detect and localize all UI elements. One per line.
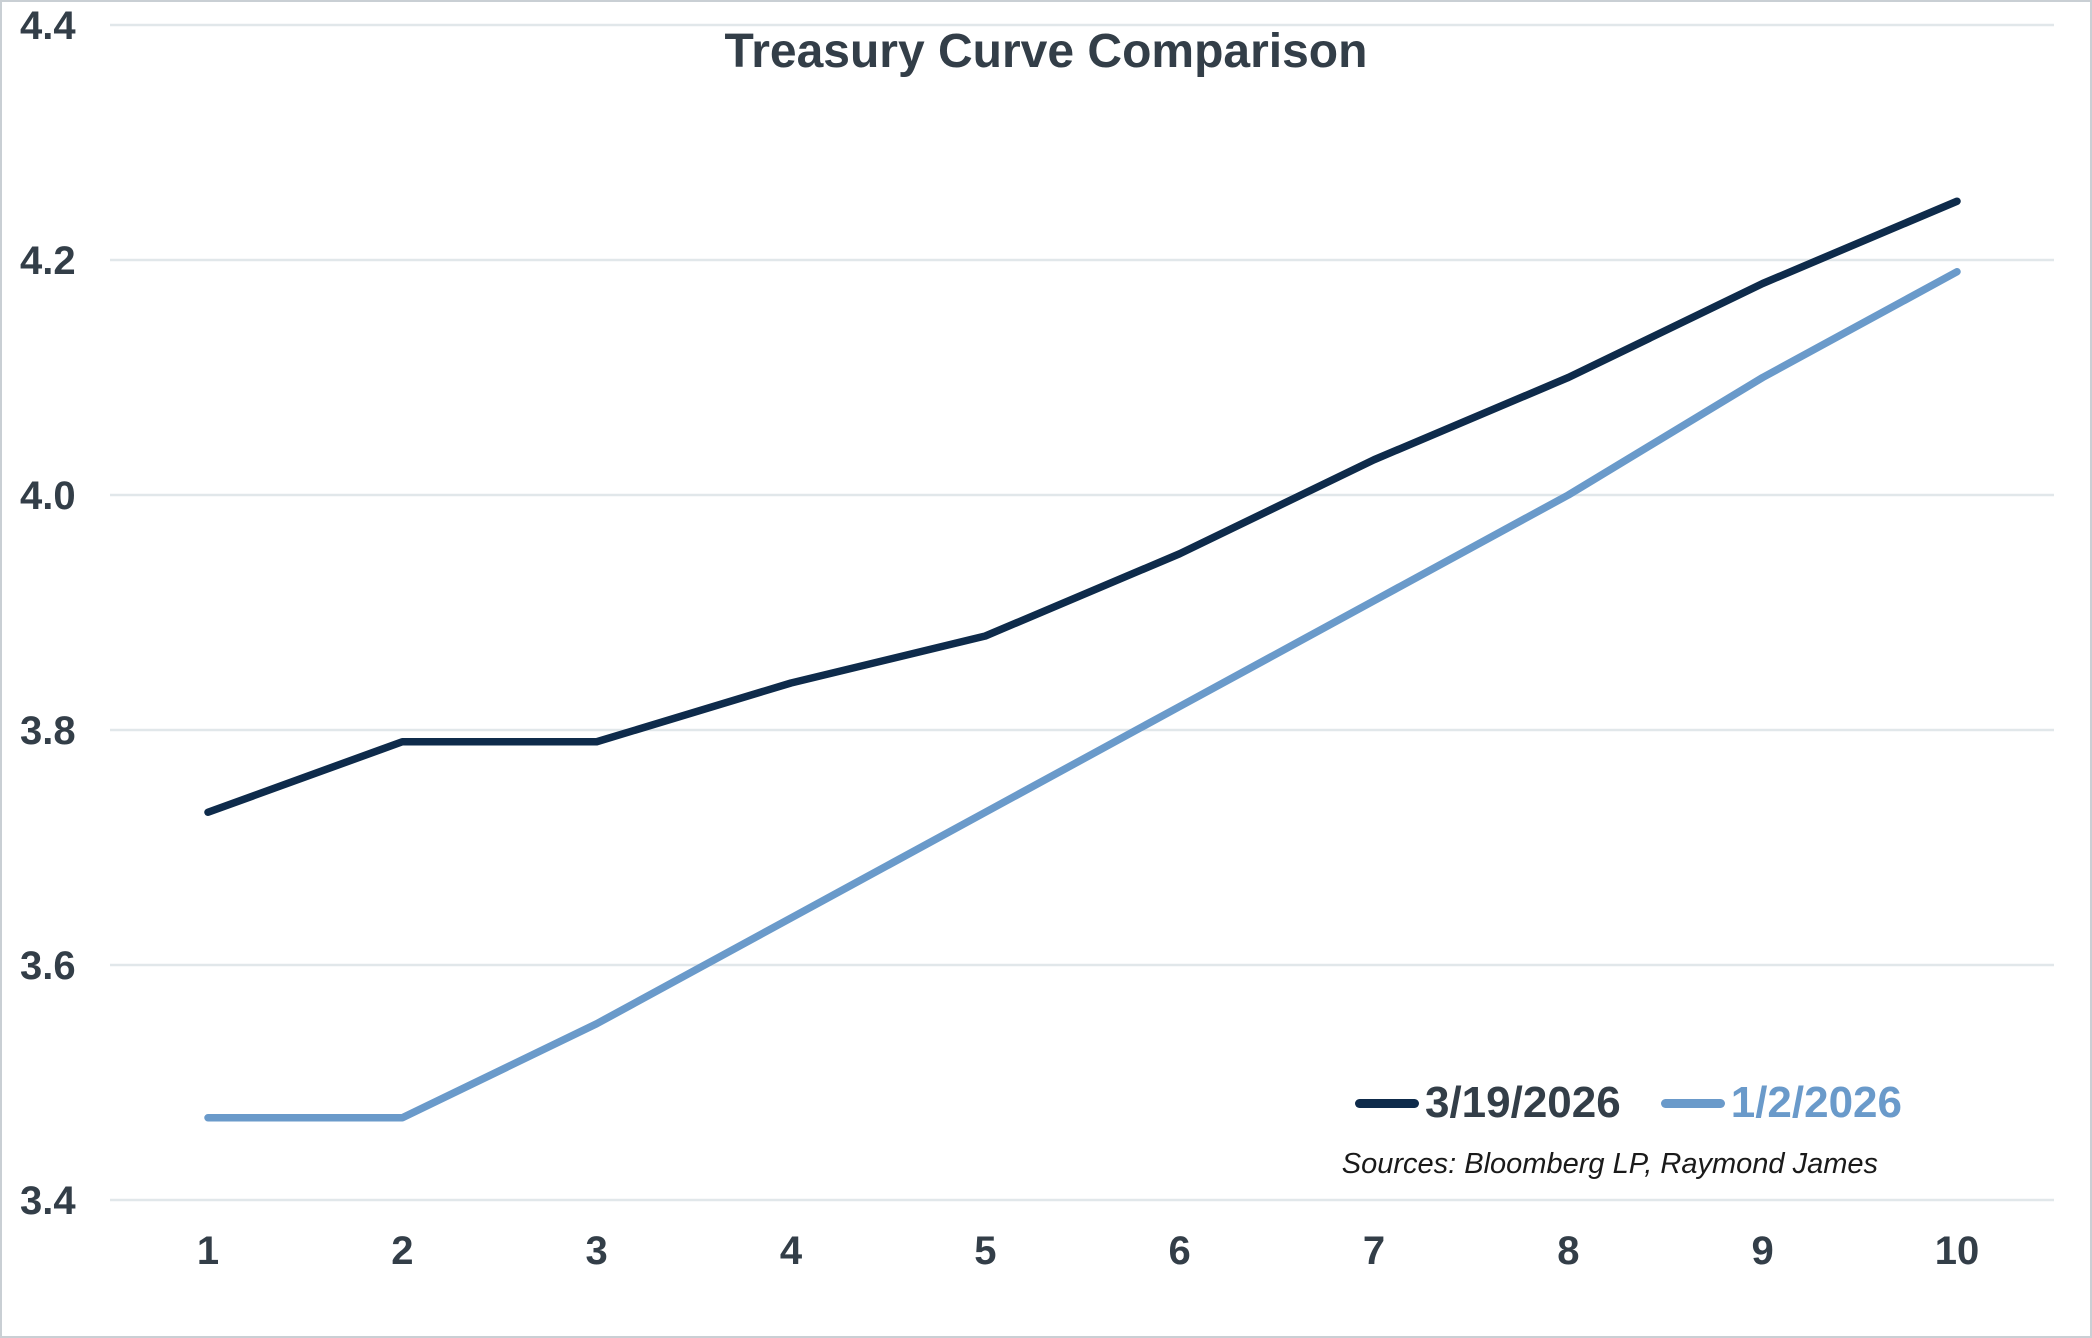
x-axis-tick-label: 2: [391, 1229, 413, 1273]
legend-line-swatch-icon: [1354, 1098, 1419, 1108]
y-axis-tick-label: 4.4: [20, 4, 76, 48]
y-axis-tick-label: 3.6: [20, 944, 76, 988]
legend-label-series-1: 3/19/2026: [1424, 1078, 1621, 1127]
series-line-2: [204, 268, 1961, 1122]
x-axis-tick-label: 8: [1557, 1229, 1579, 1273]
legend-line-swatch-icon: [1660, 1098, 1725, 1108]
x-axis-tick-label: 6: [1169, 1229, 1191, 1273]
x-axis-tick-label: 10: [1935, 1229, 1980, 1273]
x-axis-tick-label: 4: [780, 1229, 803, 1273]
legend-label-series-2: 1/2/2026: [1730, 1078, 1902, 1127]
x-axis-tick-label: 9: [1752, 1229, 1774, 1273]
chart-legend: 3/19/2026 1/2/2026: [1354, 1078, 1902, 1128]
x-axis-tick-label: 3: [586, 1229, 608, 1273]
y-axis-tick-label: 4.2: [20, 239, 76, 283]
source-note: Sources: Bloomberg LP, Raymond James: [1341, 1148, 1878, 1180]
x-axis-tick-label: 1: [197, 1229, 219, 1273]
legend-item-series-1: 3/19/2026: [1354, 1078, 1621, 1128]
x-axis-tick-label: 7: [1363, 1229, 1385, 1273]
x-axis-tick-label: 5: [974, 1229, 996, 1273]
y-axis-tick-label: 3.4: [20, 1179, 76, 1223]
y-axis-tick-label: 4.0: [20, 474, 76, 518]
legend-item-series-2: 1/2/2026: [1660, 1078, 1902, 1128]
chart-title: Treasury Curve Comparison: [724, 25, 1368, 78]
series-line-1: [204, 197, 1961, 816]
y-axis-tick-label: 3.8: [20, 709, 76, 753]
